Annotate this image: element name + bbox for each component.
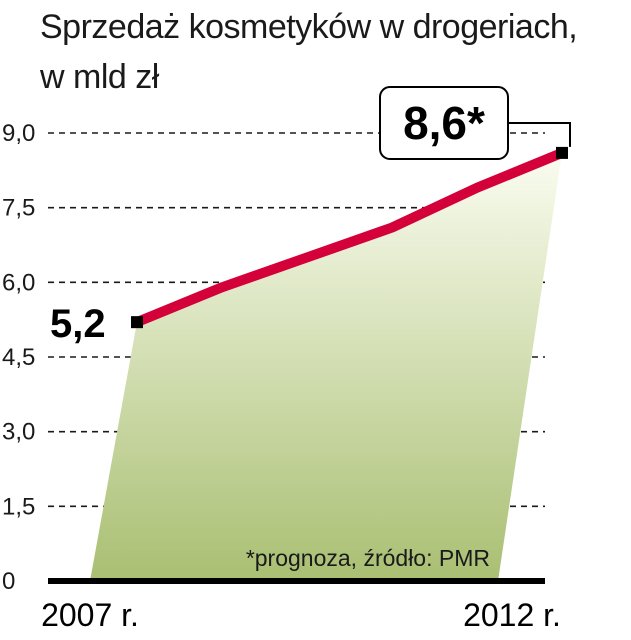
y-axis: 0 1,5 3,0 4,5 6,0 7,5 9,0: [2, 120, 35, 595]
data-labels: 5,2 8,6*: [50, 86, 571, 346]
y-tick-label: 0: [2, 568, 15, 595]
x-axis: 2007 r. 2012 r.: [41, 578, 561, 633]
y-tick-label: 3,0: [2, 419, 35, 446]
title-line-2: w mld zł: [40, 58, 159, 96]
data-label-last: 8,6*: [403, 97, 485, 149]
series-line: [135, 148, 564, 327]
footnote: *prognoza, źródło: PMR: [246, 545, 490, 571]
data-point-marker: [131, 316, 143, 329]
y-tick-label: 4,5: [2, 344, 35, 371]
x-tick-label: 2007 r.: [41, 597, 139, 633]
callout-leader: [508, 122, 571, 147]
data-label-first: 5,2: [50, 302, 106, 346]
data-point-marker: [556, 146, 568, 159]
chart-title: Sprzedaż kosmetyków w drogeriach, w mld …: [40, 2, 630, 102]
x-tick-label: 2012 r.: [463, 597, 561, 633]
y-tick-label: 7,5: [2, 195, 35, 222]
y-tick-label: 9,0: [2, 120, 35, 147]
title-line-1: Sprzedaż kosmetyków w drogeriach,: [40, 8, 578, 46]
y-tick-label: 1,5: [2, 493, 35, 520]
series-layer: [131, 146, 568, 329]
area-fill-shape: [90, 152, 562, 581]
area-fill: [90, 152, 562, 581]
y-tick-label: 6,0: [2, 269, 35, 296]
